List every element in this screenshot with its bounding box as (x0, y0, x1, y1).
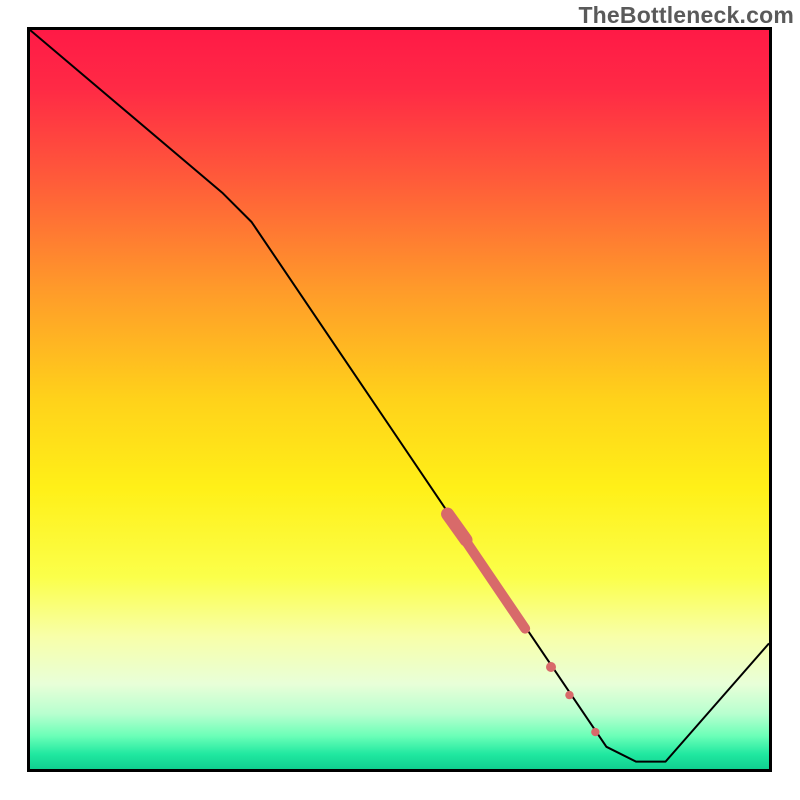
watermark-text: TheBottleneck.com (578, 2, 794, 29)
plot-overlay-svg (30, 30, 769, 769)
highlight-dot (565, 691, 573, 699)
bottleneck-curve (30, 30, 769, 762)
chart-frame: TheBottleneck.com (0, 0, 800, 800)
highlight-stroke (448, 514, 466, 540)
highlight-dot (591, 728, 599, 736)
highlight-dot (546, 662, 556, 672)
